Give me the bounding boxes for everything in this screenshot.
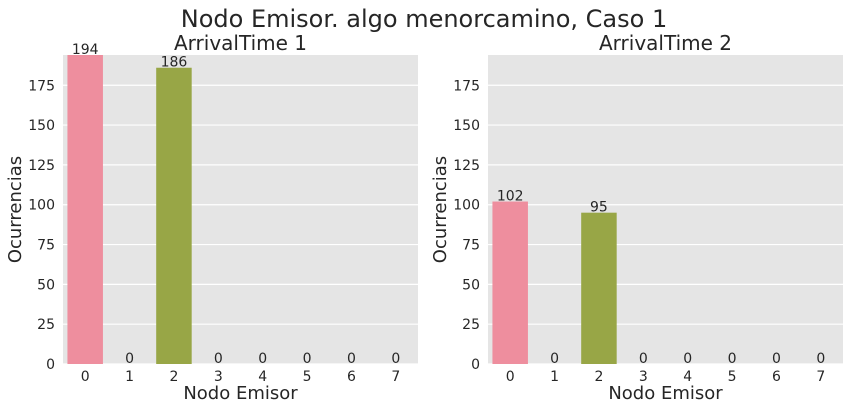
y-tick-label: 75 <box>37 238 55 254</box>
x-tick-label: 7 <box>816 369 825 385</box>
x-tick-label: 4 <box>683 369 692 385</box>
data-label: 0 <box>125 351 134 367</box>
x-tick-label: 1 <box>550 369 559 385</box>
x-tick-label: 3 <box>214 369 223 385</box>
y-tick-label: 175 <box>453 78 480 94</box>
y-tick-label: 125 <box>28 158 55 174</box>
y-tick-label: 125 <box>453 158 480 174</box>
x-tick-label: 6 <box>772 369 781 385</box>
x-axis-label: Nodo Emisor <box>608 383 723 404</box>
x-tick-label: 7 <box>391 369 400 385</box>
data-label: 0 <box>214 351 223 367</box>
y-axis-label: Ocurrencias <box>430 156 451 263</box>
y-tick-label: 100 <box>28 198 55 214</box>
y-tick-label: 0 <box>46 357 55 373</box>
data-label: 0 <box>258 351 267 367</box>
x-tick-label: 6 <box>347 369 356 385</box>
x-tick-label: 5 <box>303 369 312 385</box>
y-tick-label: 50 <box>462 277 480 293</box>
y-tick-label: 50 <box>37 277 55 293</box>
data-label: 186 <box>161 55 188 71</box>
x-tick-label: 2 <box>594 369 603 385</box>
plot-area-2 <box>488 55 843 364</box>
x-tick-label: 5 <box>728 369 737 385</box>
y-tick-label: 150 <box>28 118 55 134</box>
y-tick-label: 0 <box>471 357 480 373</box>
chart-title: ArrivalTime 2 <box>599 31 732 55</box>
data-label: 102 <box>497 189 524 205</box>
data-label: 0 <box>816 351 825 367</box>
x-tick-label: 0 <box>81 369 90 385</box>
x-axis-label: Nodo Emisor <box>183 383 298 404</box>
x-tick-label: 3 <box>639 369 648 385</box>
y-tick-label: 100 <box>453 198 480 214</box>
data-label: 0 <box>772 351 781 367</box>
plot-area-1 <box>63 55 418 364</box>
data-label: 0 <box>303 351 312 367</box>
y-tick-label: 75 <box>462 238 480 254</box>
x-tick-label: 4 <box>258 369 267 385</box>
bar-0 <box>492 201 528 364</box>
data-label: 0 <box>639 351 648 367</box>
y-tick-label: 150 <box>453 118 480 134</box>
y-tick-label: 25 <box>37 317 55 333</box>
bar-2 <box>156 67 192 364</box>
data-label: 0 <box>391 351 400 367</box>
x-tick-label: 0 <box>506 369 515 385</box>
data-label: 95 <box>590 200 608 216</box>
y-tick-label: 25 <box>462 317 480 333</box>
data-label: 0 <box>683 351 692 367</box>
data-label: 194 <box>72 42 99 58</box>
y-tick-label: 175 <box>28 78 55 94</box>
y-axis-label: Ocurrencias <box>5 156 26 263</box>
chart-title: ArrivalTime 1 <box>174 31 307 55</box>
figure-title: Nodo Emisor. algo menorcamino, Caso 1 <box>181 5 667 33</box>
data-label: 0 <box>728 351 737 367</box>
x-tick-label: 1 <box>125 369 134 385</box>
data-label: 0 <box>550 351 559 367</box>
bar-2 <box>581 212 617 364</box>
data-label: 0 <box>347 351 356 367</box>
x-tick-label: 2 <box>169 369 178 385</box>
bar-0 <box>67 55 103 364</box>
